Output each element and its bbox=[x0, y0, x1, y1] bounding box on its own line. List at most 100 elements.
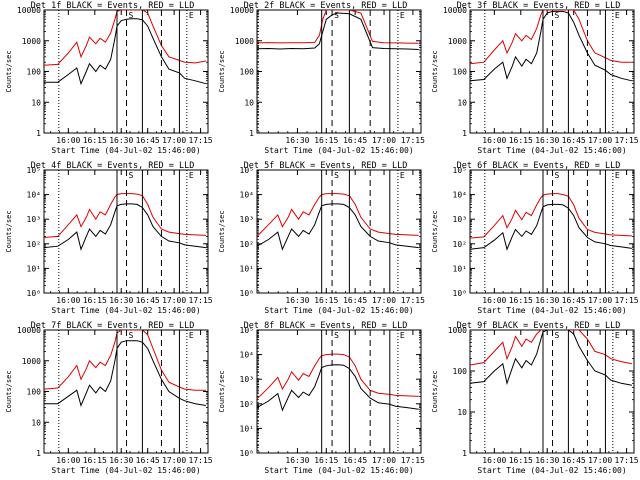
events-series-line bbox=[44, 18, 207, 86]
detector-panel: Det_2f BLACK = Events, RED = LLD 1 10 100 10… bbox=[218, 1, 425, 155]
y-tick-label: 10¹ bbox=[240, 424, 254, 433]
panel-title: Det_9f BLACK = Events, RED = LLD bbox=[457, 321, 621, 331]
x-tick-label: 17:15 bbox=[189, 456, 213, 465]
x-axis-label: Start Time (04-Jul-02 15:46:00) bbox=[477, 306, 626, 315]
y-axis-label: Counts/sec bbox=[431, 210, 439, 252]
time-marker-label: E bbox=[189, 171, 194, 180]
y-tick-label: 10² bbox=[240, 240, 254, 249]
y-tick-label: 10⁰ bbox=[453, 289, 467, 298]
x-tick-label: 16:15 bbox=[314, 136, 338, 145]
y-tick-label: 10⁰ bbox=[240, 289, 254, 298]
x-axis-label: Start Time (04-Jul-02 15:46:00) bbox=[264, 306, 413, 315]
y-tick-label: 1000 bbox=[448, 37, 467, 46]
y-tick-label: 1000 bbox=[448, 326, 467, 335]
y-tick-label: 10⁴ bbox=[453, 191, 467, 200]
time-marker-label: E bbox=[400, 11, 405, 20]
panel-title: Det_2f BLACK = Events, RED = LLD bbox=[244, 1, 408, 11]
x-tick-label: 17:15 bbox=[615, 136, 639, 145]
x-tick-label: 16:00 bbox=[482, 296, 506, 305]
y-tick-label: 1 bbox=[36, 129, 41, 138]
time-marker-label: E bbox=[400, 171, 405, 180]
y-tick-label: 100 bbox=[27, 388, 42, 397]
y-tick-label: 10⁴ bbox=[240, 191, 254, 200]
y-tick-label: 10⁰ bbox=[240, 449, 254, 458]
x-tick-label: 17:00 bbox=[372, 456, 396, 465]
x-tick-label: 16:00 bbox=[482, 136, 506, 145]
detector-panel: Det_9f BLACK = Events, RED = LLD 1 10 100 10… bbox=[431, 321, 639, 475]
plot-frame bbox=[469, 9, 635, 134]
x-tick-label: 17:00 bbox=[372, 136, 396, 145]
y-tick-label: 10 bbox=[31, 98, 41, 107]
x-tick-label: 16:15 bbox=[509, 136, 533, 145]
panel-title: Det_8f BLACK = Events, RED = LLD bbox=[244, 321, 408, 331]
time-marker-label: S bbox=[129, 331, 134, 340]
y-tick-label: 10⁰ bbox=[27, 289, 41, 298]
detector-panel: Det_3f BLACK = Events, RED = LLD 1 10 100 10… bbox=[431, 1, 639, 155]
events-series-line bbox=[470, 203, 632, 251]
y-axis-label: Counts/sec bbox=[431, 370, 439, 412]
x-tick-label: 17:15 bbox=[401, 456, 425, 465]
panel-title: Det_1f BLACK = Events, RED = LLD bbox=[31, 1, 195, 11]
detector-panel: Det_4f BLACK = Events, RED = LLD 10⁰ 10¹ 10… bbox=[5, 161, 213, 315]
lld-series-line bbox=[44, 10, 206, 66]
panel-title: Det_5f BLACK = Events, RED = LLD bbox=[244, 161, 408, 171]
y-tick-label: 10 bbox=[457, 98, 467, 107]
y-axis-label: Counts/sec bbox=[5, 370, 13, 412]
x-tick-label: 16:30 bbox=[109, 456, 133, 465]
y-tick-label: 10 bbox=[457, 408, 467, 417]
y-axis-label: Counts/sec bbox=[431, 50, 439, 92]
x-tick-label: 16:30 bbox=[535, 296, 559, 305]
x-tick-label: 16:30 bbox=[285, 456, 309, 465]
y-tick-label: 10 bbox=[244, 98, 254, 107]
lld-series-line bbox=[44, 193, 206, 238]
x-axis-label: Start Time (04-Jul-02 15:46:00) bbox=[264, 466, 413, 475]
time-marker-label: E bbox=[189, 331, 194, 340]
events-series-line bbox=[257, 12, 419, 50]
lld-series-line bbox=[470, 10, 632, 65]
x-tick-label: 16:00 bbox=[56, 456, 80, 465]
y-tick-label: 10² bbox=[27, 240, 41, 249]
x-tick-label: 16:30 bbox=[285, 136, 309, 145]
lld-series-line bbox=[44, 330, 206, 391]
time-marker-label: S bbox=[334, 331, 339, 340]
y-tick-label: 1 bbox=[249, 129, 254, 138]
events-series-line bbox=[44, 340, 206, 408]
lld-series-line bbox=[257, 353, 419, 400]
detector-panel: Det_8f BLACK = Events, RED = LLD 10⁰ 10¹ 10… bbox=[218, 321, 425, 475]
y-tick-label: 10⁵ bbox=[27, 166, 41, 175]
y-tick-label: 10000 bbox=[17, 326, 41, 335]
x-tick-label: 17:00 bbox=[162, 456, 186, 465]
y-axis-label: Counts/sec bbox=[218, 210, 226, 252]
y-tick-label: 10² bbox=[240, 400, 254, 409]
x-tick-label: 16:30 bbox=[109, 296, 133, 305]
detector-panel: Det_6f BLACK = Events, RED = LLD 10⁰ 10¹ 10… bbox=[431, 161, 639, 315]
x-tick-label: 16:15 bbox=[83, 136, 107, 145]
y-tick-label: 1 bbox=[462, 449, 467, 458]
time-marker-label: E bbox=[400, 331, 405, 340]
time-marker-label: E bbox=[615, 331, 620, 340]
panel-title: Det_4f BLACK = Events, RED = LLD bbox=[31, 161, 195, 171]
plot-frame bbox=[256, 329, 422, 454]
plot-frame bbox=[469, 329, 635, 454]
detector-panel: Det_1f BLACK = Events, RED = LLD 1 10 100 10… bbox=[5, 1, 213, 155]
y-axis-label: Counts/sec bbox=[5, 210, 13, 252]
y-tick-label: 10³ bbox=[27, 215, 41, 224]
y-tick-label: 10³ bbox=[240, 215, 254, 224]
events-series-line bbox=[257, 203, 419, 251]
panel-title: Det_3f BLACK = Events, RED = LLD bbox=[457, 1, 621, 11]
lld-series-line bbox=[470, 193, 632, 239]
y-tick-label: 10¹ bbox=[240, 264, 254, 273]
y-tick-label: 100 bbox=[453, 68, 468, 77]
x-axis-label: Start Time (04-Jul-02 15:46:00) bbox=[477, 146, 626, 155]
x-tick-label: 16:15 bbox=[509, 456, 533, 465]
x-tick-label: 16:45 bbox=[562, 296, 586, 305]
y-tick-label: 1 bbox=[462, 129, 467, 138]
x-tick-label: 16:00 bbox=[56, 296, 80, 305]
time-marker-label: S bbox=[129, 171, 134, 180]
y-tick-label: 10⁴ bbox=[240, 351, 254, 360]
y-tick-label: 10⁵ bbox=[453, 166, 467, 175]
x-tick-label: 16:30 bbox=[535, 456, 559, 465]
y-tick-label: 10⁵ bbox=[240, 166, 254, 175]
x-tick-label: 16:45 bbox=[562, 136, 586, 145]
detector-panel: Det_7f BLACK = Events, RED = LLD 1 10 100 10… bbox=[5, 321, 213, 475]
